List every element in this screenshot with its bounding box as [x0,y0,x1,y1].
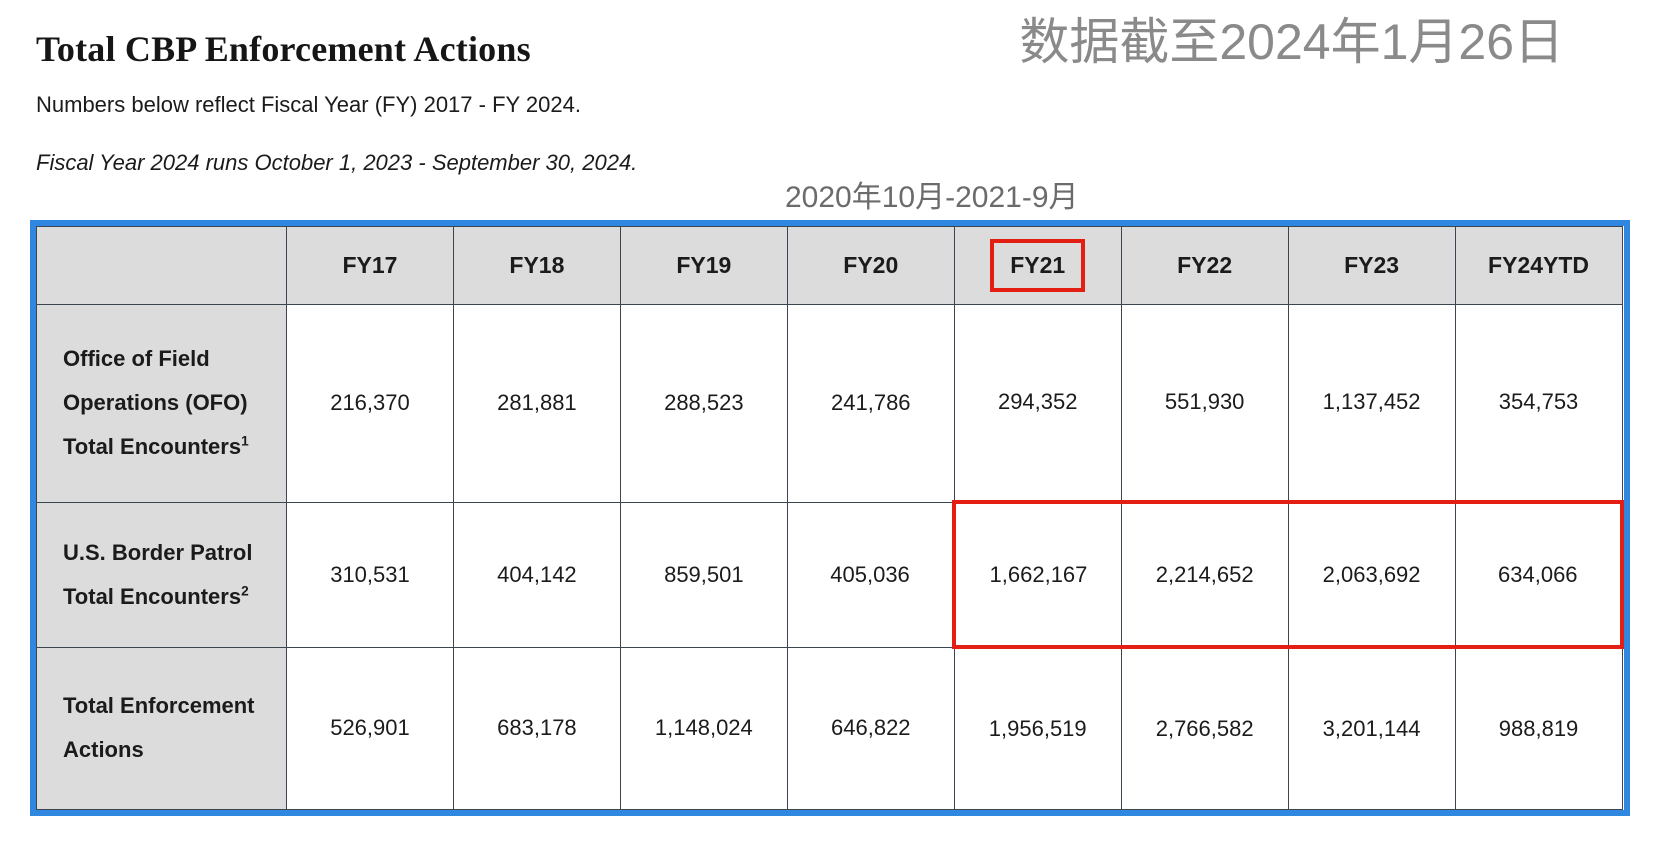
footnote-marker: 1 [241,433,249,449]
header-cell-blank [36,225,287,305]
subtitle: Numbers below reflect Fiscal Year (FY) 2… [36,91,581,117]
fy21-highlight-box: FY21 [990,238,1086,292]
value-cell: 1,148,024 [619,646,788,810]
row-label-text: U.S. Border Patrol Total Encounters [63,539,253,609]
footnote-marker: 2 [241,583,249,599]
value-cell: 646,822 [786,646,955,810]
value-cell: 294,352 [953,303,1122,503]
value-cell: 241,786 [786,303,955,503]
value-cell: 1,956,519 [953,646,1122,810]
value-cell: 1,137,452 [1287,303,1456,503]
value-cell: 2,766,582 [1120,646,1289,810]
value-cell-highlighted: 1,662,167 [952,500,1122,649]
table-row-usbp: U.S. Border Patrol Total Encounters2 310… [36,500,1624,649]
value-cell-highlighted: 634,066 [1454,500,1624,649]
header-cell-fy21: FY21 [953,225,1122,305]
enforcement-table-container: FY17 FY18 FY19 FY20 FY21 FY22 FY23 FY24Y… [30,219,1630,816]
fy21-range-annotation: 2020年10月-2021-9月 [785,180,1079,214]
page-title: Total CBP Enforcement Actions [36,29,531,69]
date-annotation: 数据截至2024年1月26日 [1019,14,1564,70]
value-cell: 988,819 [1454,646,1623,810]
value-cell-highlighted: 2,214,652 [1120,500,1289,649]
value-cell: 3,201,144 [1287,646,1456,810]
value-cell: 683,178 [452,646,621,810]
value-cell-highlighted: 2,063,692 [1287,500,1456,649]
row-label-text: Total Enforcement Actions [63,693,255,762]
value-cell: 216,370 [286,303,454,503]
value-cell: 405,036 [786,501,955,648]
value-cell: 859,501 [619,501,788,648]
header-cell-fy24ytd: FY24YTD [1454,225,1623,305]
value-cell: 281,881 [452,303,621,503]
value-cell: 551,930 [1120,303,1289,503]
row-label-usbp: U.S. Border Patrol Total Encounters2 [36,501,287,648]
table-row-ofo: Office of Field Operations (OFO) Total E… [36,303,1623,503]
enforcement-table: FY17 FY18 FY19 FY20 FY21 FY22 FY23 FY24Y… [36,225,1624,810]
header-cell-fy23: FY23 [1287,225,1456,305]
value-cell: 526,901 [286,646,454,810]
header-cell-fy20: FY20 [786,225,955,305]
header-row: FY17 FY18 FY19 FY20 FY21 FY22 FY23 FY24Y… [36,225,1623,305]
header-cell-fy18: FY18 [452,225,621,305]
header-cell-fy22: FY22 [1120,225,1289,305]
table-row-total: Total Enforcement Actions 526,901 683,17… [36,646,1623,810]
top-bar: Total CBP Enforcement Actions 数据截至2024年1… [0,0,1660,72]
row-label-total: Total Enforcement Actions [36,646,287,810]
value-cell: 404,142 [452,501,621,648]
value-cell: 354,753 [1454,303,1623,503]
header-cell-fy17: FY17 [286,225,454,305]
value-cell: 310,531 [286,501,454,648]
fiscal-year-note: Fiscal Year 2024 runs October 1, 2023 - … [36,149,638,175]
value-cell: 288,523 [619,303,788,503]
row-label-ofo: Office of Field Operations (OFO) Total E… [36,303,287,503]
row-label-text: Office of Field Operations (OFO) Total E… [63,346,248,459]
header-cell-fy19: FY19 [619,225,788,305]
